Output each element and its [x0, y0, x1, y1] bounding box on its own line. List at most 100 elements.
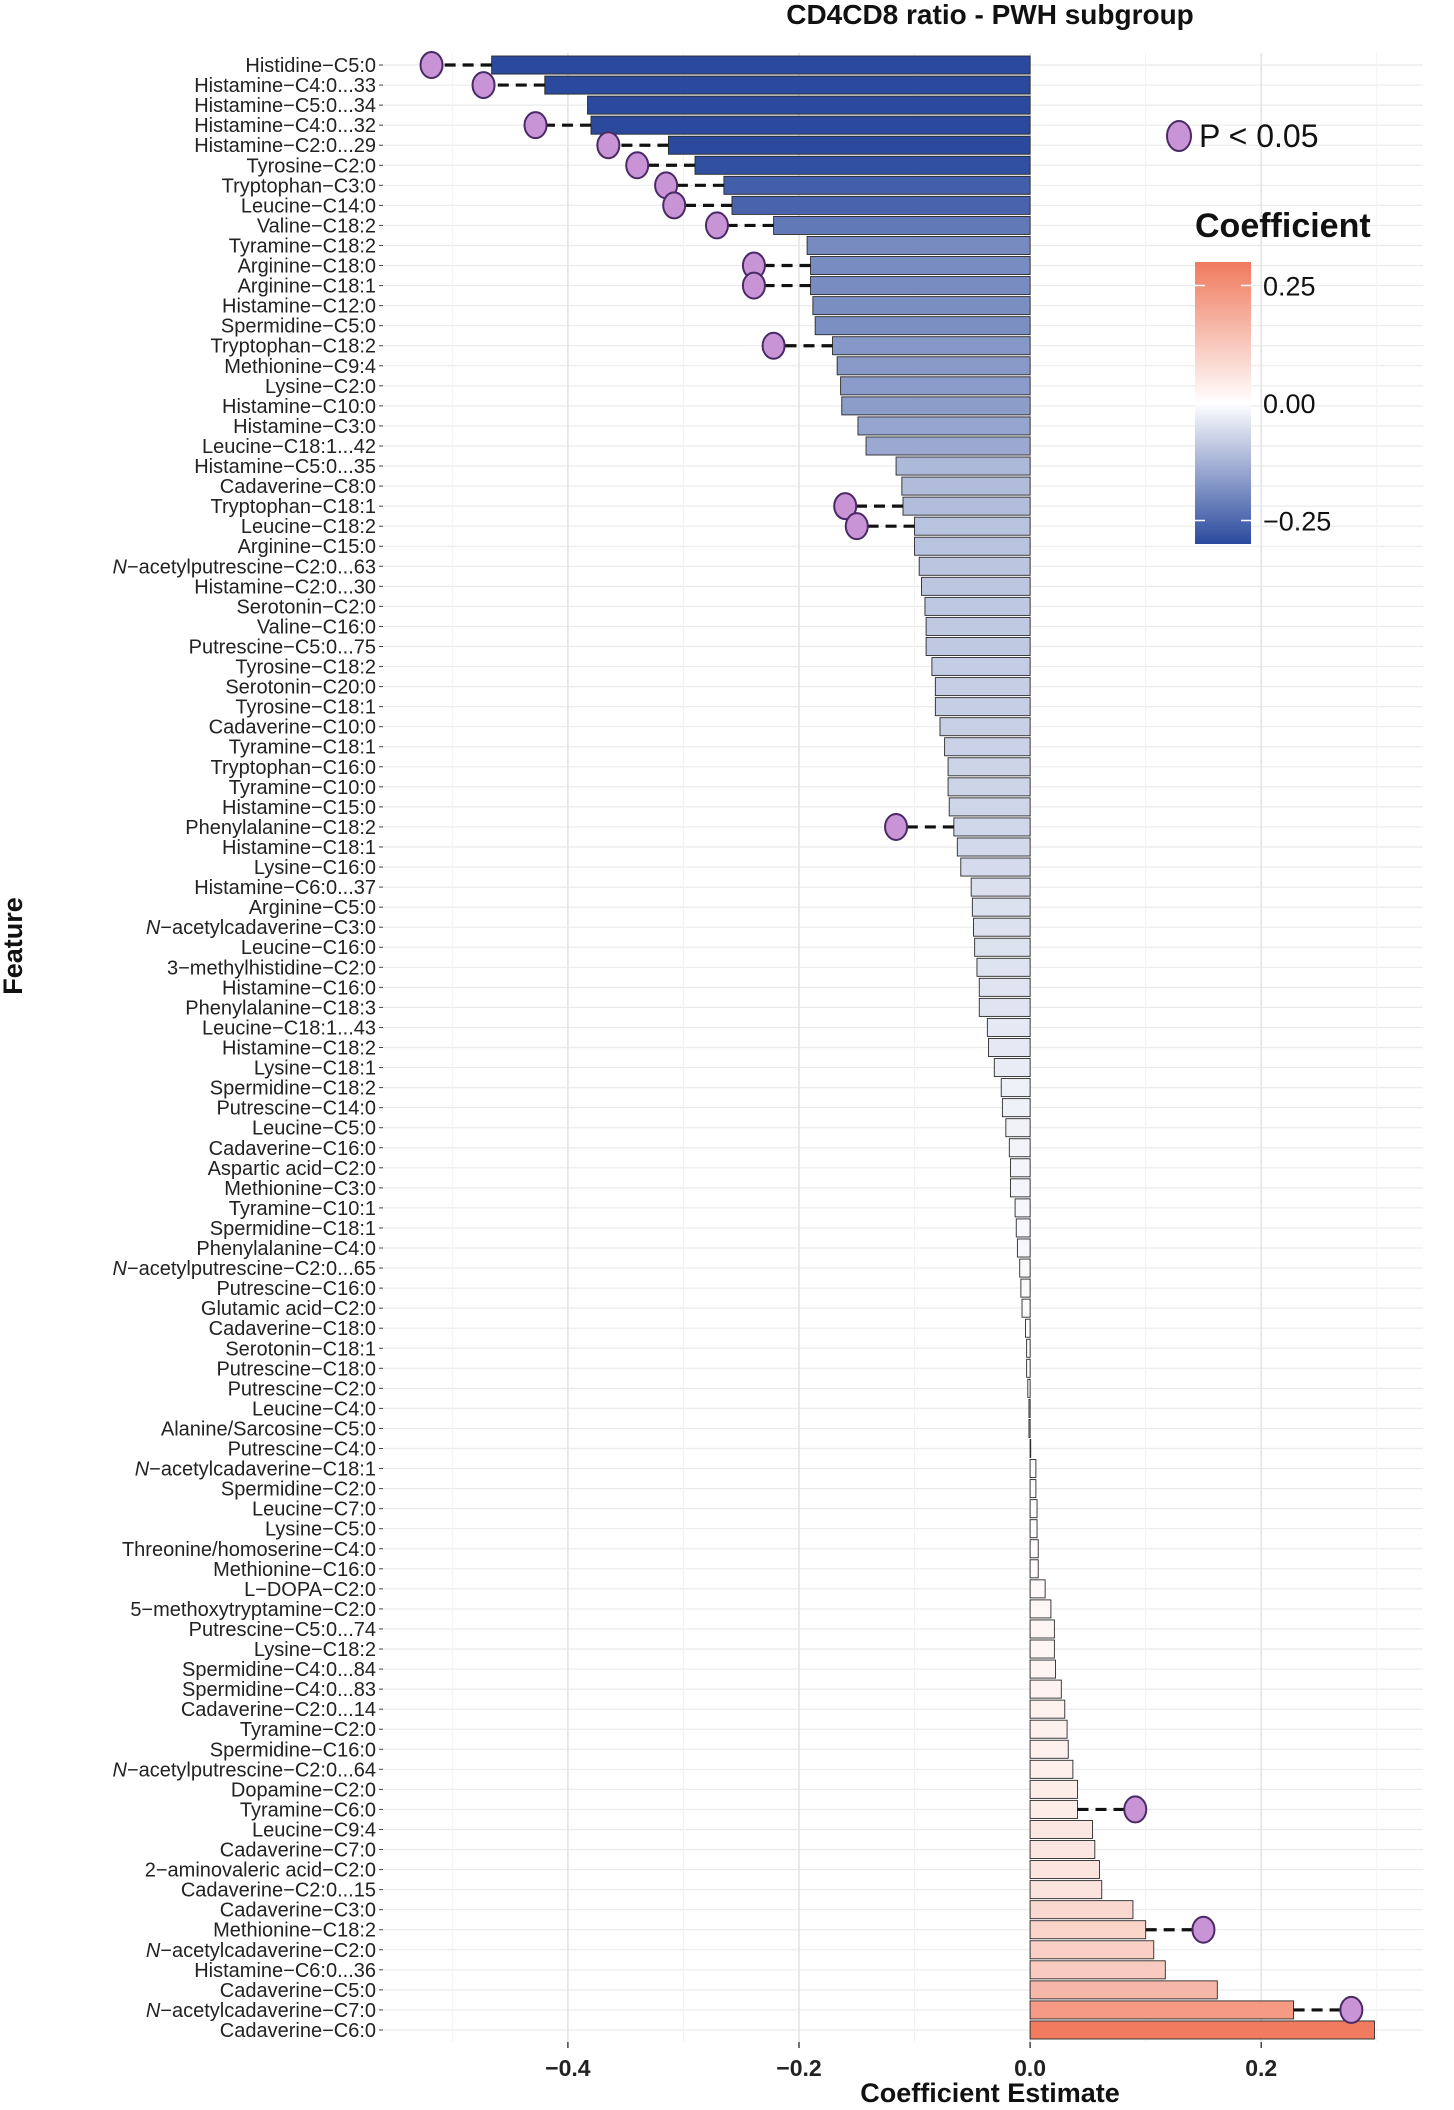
- y-tick-label: Methionine−C16:0: [213, 1559, 376, 1581]
- bar: [953, 817, 1031, 837]
- bar: [939, 717, 1031, 737]
- y-tick-label: Putrescine−C14:0: [216, 1098, 376, 1120]
- y-tick-label: Histamine−C6:0...37: [194, 877, 376, 899]
- bar: [1029, 1639, 1055, 1659]
- bar: [924, 596, 1031, 616]
- y-tick-label: Aspartic acid−C2:0: [208, 1158, 376, 1180]
- x-tick-label: −0.2: [776, 2055, 821, 2081]
- bar: [694, 155, 1031, 175]
- y-tick-label: Methionine−C3:0: [224, 1178, 376, 1200]
- bar: [944, 737, 1031, 757]
- y-tick-label: Leucine−C9:4: [252, 1819, 376, 1841]
- y-tick-label: Histamine−C5:0...35: [194, 456, 376, 478]
- bar: [902, 496, 1031, 516]
- y-tick-label: Arginine−C5:0: [249, 897, 376, 919]
- y-tick-label: Cadaverine−C18:0: [209, 1318, 376, 1340]
- y-tick-label: Alanine/Sarcosine−C5:0: [161, 1418, 376, 1440]
- y-tick-label: Leucine−C14:0: [241, 195, 376, 217]
- y-tick-label: Tyrosine−C2:0: [246, 155, 376, 177]
- bar: [1029, 1699, 1066, 1719]
- bar: [1025, 1318, 1031, 1338]
- y-tick-label: Histamine−C2:0...29: [194, 135, 376, 157]
- y-tick-label: Histamine−C18:2: [222, 1038, 376, 1060]
- bar: [986, 1017, 1031, 1037]
- y-tick-label: Cadaverine−C6:0: [220, 2020, 376, 2042]
- bar: [1010, 1158, 1031, 1178]
- y-tick-label: Putrescine−C18:0: [216, 1358, 376, 1380]
- significance-legend-marker: [1166, 120, 1192, 152]
- y-tick-label: Phenylalanine−C18:2: [185, 817, 376, 839]
- bar: [1029, 1860, 1100, 1880]
- bar: [974, 937, 1031, 957]
- bar: [1029, 1579, 1046, 1599]
- y-tick-label: Cadaverine−C7:0: [220, 1840, 376, 1862]
- bar: [544, 75, 1031, 95]
- bar: [1026, 1338, 1031, 1358]
- significance-legend: P < 0.05: [1166, 118, 1319, 154]
- color-legend-title: Coefficient: [1195, 207, 1371, 245]
- color-legend-tick-label: 0.25: [1263, 272, 1316, 302]
- bar: [1029, 1619, 1055, 1639]
- y-tick-label: Lysine−C18:2: [254, 1639, 376, 1661]
- bar: [1028, 1398, 1031, 1418]
- bar: [956, 837, 1031, 857]
- y-tick-label: N−acetylputrescine−C2:0...63: [113, 556, 377, 578]
- bar: [1029, 1819, 1093, 1839]
- y-tick-label: N−acetylcadaverine−C2:0: [146, 1940, 376, 1962]
- bar: [836, 356, 1031, 376]
- y-tick-label: Serotonin−C18:1: [225, 1338, 376, 1360]
- y-tick-label: Dopamine−C2:0: [231, 1779, 376, 1801]
- color-legend-tick-label: 0.00: [1263, 389, 1316, 419]
- bar: [773, 215, 1031, 235]
- significance-marker: [662, 191, 687, 220]
- bar: [1008, 1138, 1031, 1158]
- significance-marker: [625, 151, 650, 180]
- bar: [1020, 1278, 1031, 1298]
- bar: [1029, 1900, 1134, 1920]
- y-tick-label: Histamine−C16:0: [222, 977, 376, 999]
- significance-marker: [704, 211, 729, 240]
- y-tick-label: N−acetylcadaverine−C18:1: [135, 1459, 376, 1481]
- significance-legend-label: P < 0.05: [1199, 118, 1319, 154]
- y-tick-label: Tyramine−C10:1: [229, 1198, 376, 1220]
- bar: [921, 576, 1031, 596]
- bar: [1014, 1198, 1031, 1218]
- y-tick-label: Tryptophan−C18:2: [211, 336, 376, 358]
- color-legend-tick-label: −0.25: [1263, 507, 1331, 537]
- significance-marker: [1339, 1995, 1364, 2024]
- bar: [1016, 1238, 1031, 1258]
- bar: [1029, 1539, 1039, 1559]
- bar: [976, 957, 1031, 977]
- bar: [865, 436, 1031, 456]
- bar: [1029, 2000, 1295, 2020]
- y-tick-label: Leucine−C5:0: [252, 1118, 376, 1140]
- bar: [1029, 1980, 1218, 2000]
- bar: [901, 476, 1031, 496]
- y-axis-title: Feature: [0, 897, 28, 995]
- color-legend: Coefficient 0.25 0.00 −0.25: [1195, 207, 1371, 544]
- bar: [857, 416, 1031, 436]
- bar: [947, 777, 1031, 797]
- bar: [731, 195, 1031, 215]
- y-tick-label: Putrescine−C4:0: [228, 1439, 376, 1461]
- bar: [1029, 1519, 1038, 1539]
- y-tick-label: Lysine−C2:0: [265, 376, 376, 398]
- bar: [491, 55, 1031, 75]
- bar: [840, 376, 1031, 396]
- y-tick-label: Spermidine−C4:0...83: [182, 1679, 376, 1701]
- significance-marker: [1191, 1915, 1216, 1944]
- y-tick-label: Histamine−C4:0...33: [194, 75, 376, 97]
- y-tick-label: Histidine−C5:0: [245, 55, 376, 77]
- y-tick-label: Spermidine−C18:2: [210, 1078, 376, 1100]
- y-tick-label: Valine−C16:0: [257, 616, 376, 638]
- bar: [970, 877, 1031, 897]
- y-tick-label: 5−methoxytryptamine−C2:0: [130, 1599, 376, 1621]
- y-tick-label: Leucine−C18:2: [241, 516, 376, 538]
- y-tick-label: Lysine−C18:1: [254, 1058, 376, 1080]
- chart-title: CD4CD8 ratio - PWH subgroup: [786, 0, 1194, 30]
- significance-marker: [844, 512, 869, 541]
- y-tick-label: Serotonin−C20:0: [225, 677, 376, 699]
- significance-marker: [884, 812, 909, 841]
- bar: [948, 797, 1031, 817]
